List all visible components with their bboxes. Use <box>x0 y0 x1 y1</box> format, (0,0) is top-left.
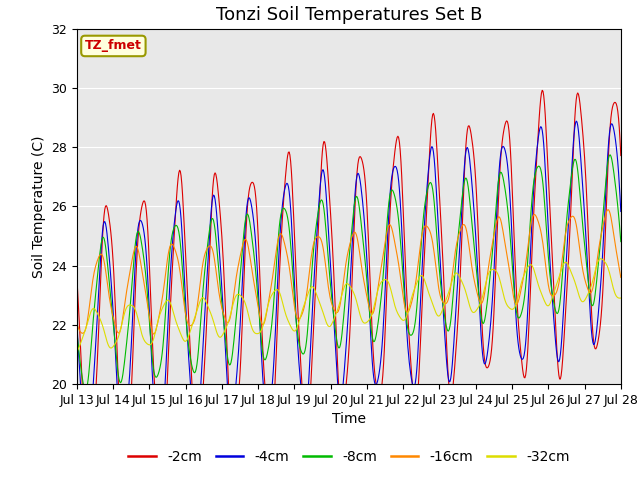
-2cm <box>216 213 224 219</box>
-32cm <box>394 309 401 315</box>
-2cm <box>73 273 81 278</box>
-4cm <box>193 431 201 436</box>
-4cm <box>568 166 575 171</box>
-16cm <box>604 207 612 213</box>
-8cm <box>216 285 224 291</box>
-4cm <box>572 118 580 124</box>
-32cm <box>73 348 81 354</box>
-2cm <box>538 87 546 93</box>
-2cm <box>193 456 201 462</box>
-16cm <box>394 257 402 263</box>
-32cm <box>567 269 575 275</box>
-16cm <box>568 214 575 219</box>
-2cm <box>568 166 576 172</box>
X-axis label: Time: Time <box>332 412 366 426</box>
-2cm <box>84 475 92 480</box>
-4cm <box>341 358 349 364</box>
Legend: -2cm, -4cm, -8cm, -16cm, -32cm: -2cm, -4cm, -8cm, -16cm, -32cm <box>122 444 575 469</box>
-16cm <box>73 319 81 324</box>
-16cm <box>448 278 456 284</box>
-8cm <box>568 171 575 177</box>
Title: Tonzi Soil Temperatures Set B: Tonzi Soil Temperatures Set B <box>216 6 482 24</box>
-8cm <box>73 327 81 333</box>
-2cm <box>448 393 456 399</box>
-4cm <box>617 209 625 215</box>
Y-axis label: Soil Temperature (C): Soil Temperature (C) <box>31 135 45 277</box>
-32cm <box>597 256 605 262</box>
-32cm <box>617 295 625 301</box>
-32cm <box>193 310 200 316</box>
-32cm <box>340 284 348 290</box>
-8cm <box>193 361 201 367</box>
-32cm <box>447 282 454 288</box>
-2cm <box>617 153 625 158</box>
-2cm <box>394 133 402 139</box>
Line: -16cm: -16cm <box>77 210 621 334</box>
-4cm <box>394 172 402 178</box>
Line: -32cm: -32cm <box>77 259 621 351</box>
-4cm <box>73 320 81 325</box>
-4cm <box>448 369 456 375</box>
-16cm <box>617 275 625 280</box>
Line: -4cm: -4cm <box>77 121 621 456</box>
-8cm <box>448 311 456 316</box>
-8cm <box>82 387 90 393</box>
-8cm <box>394 211 402 217</box>
-16cm <box>193 306 201 312</box>
Line: -2cm: -2cm <box>77 90 621 478</box>
-8cm <box>606 152 614 158</box>
-4cm <box>83 453 90 459</box>
-16cm <box>341 266 349 272</box>
-8cm <box>617 239 625 244</box>
-16cm <box>150 331 157 337</box>
Text: TZ_fmet: TZ_fmet <box>85 39 142 52</box>
-16cm <box>216 298 224 304</box>
Line: -8cm: -8cm <box>77 155 621 390</box>
-2cm <box>341 393 349 398</box>
-8cm <box>341 299 349 304</box>
-4cm <box>216 263 224 268</box>
-32cm <box>216 334 223 340</box>
